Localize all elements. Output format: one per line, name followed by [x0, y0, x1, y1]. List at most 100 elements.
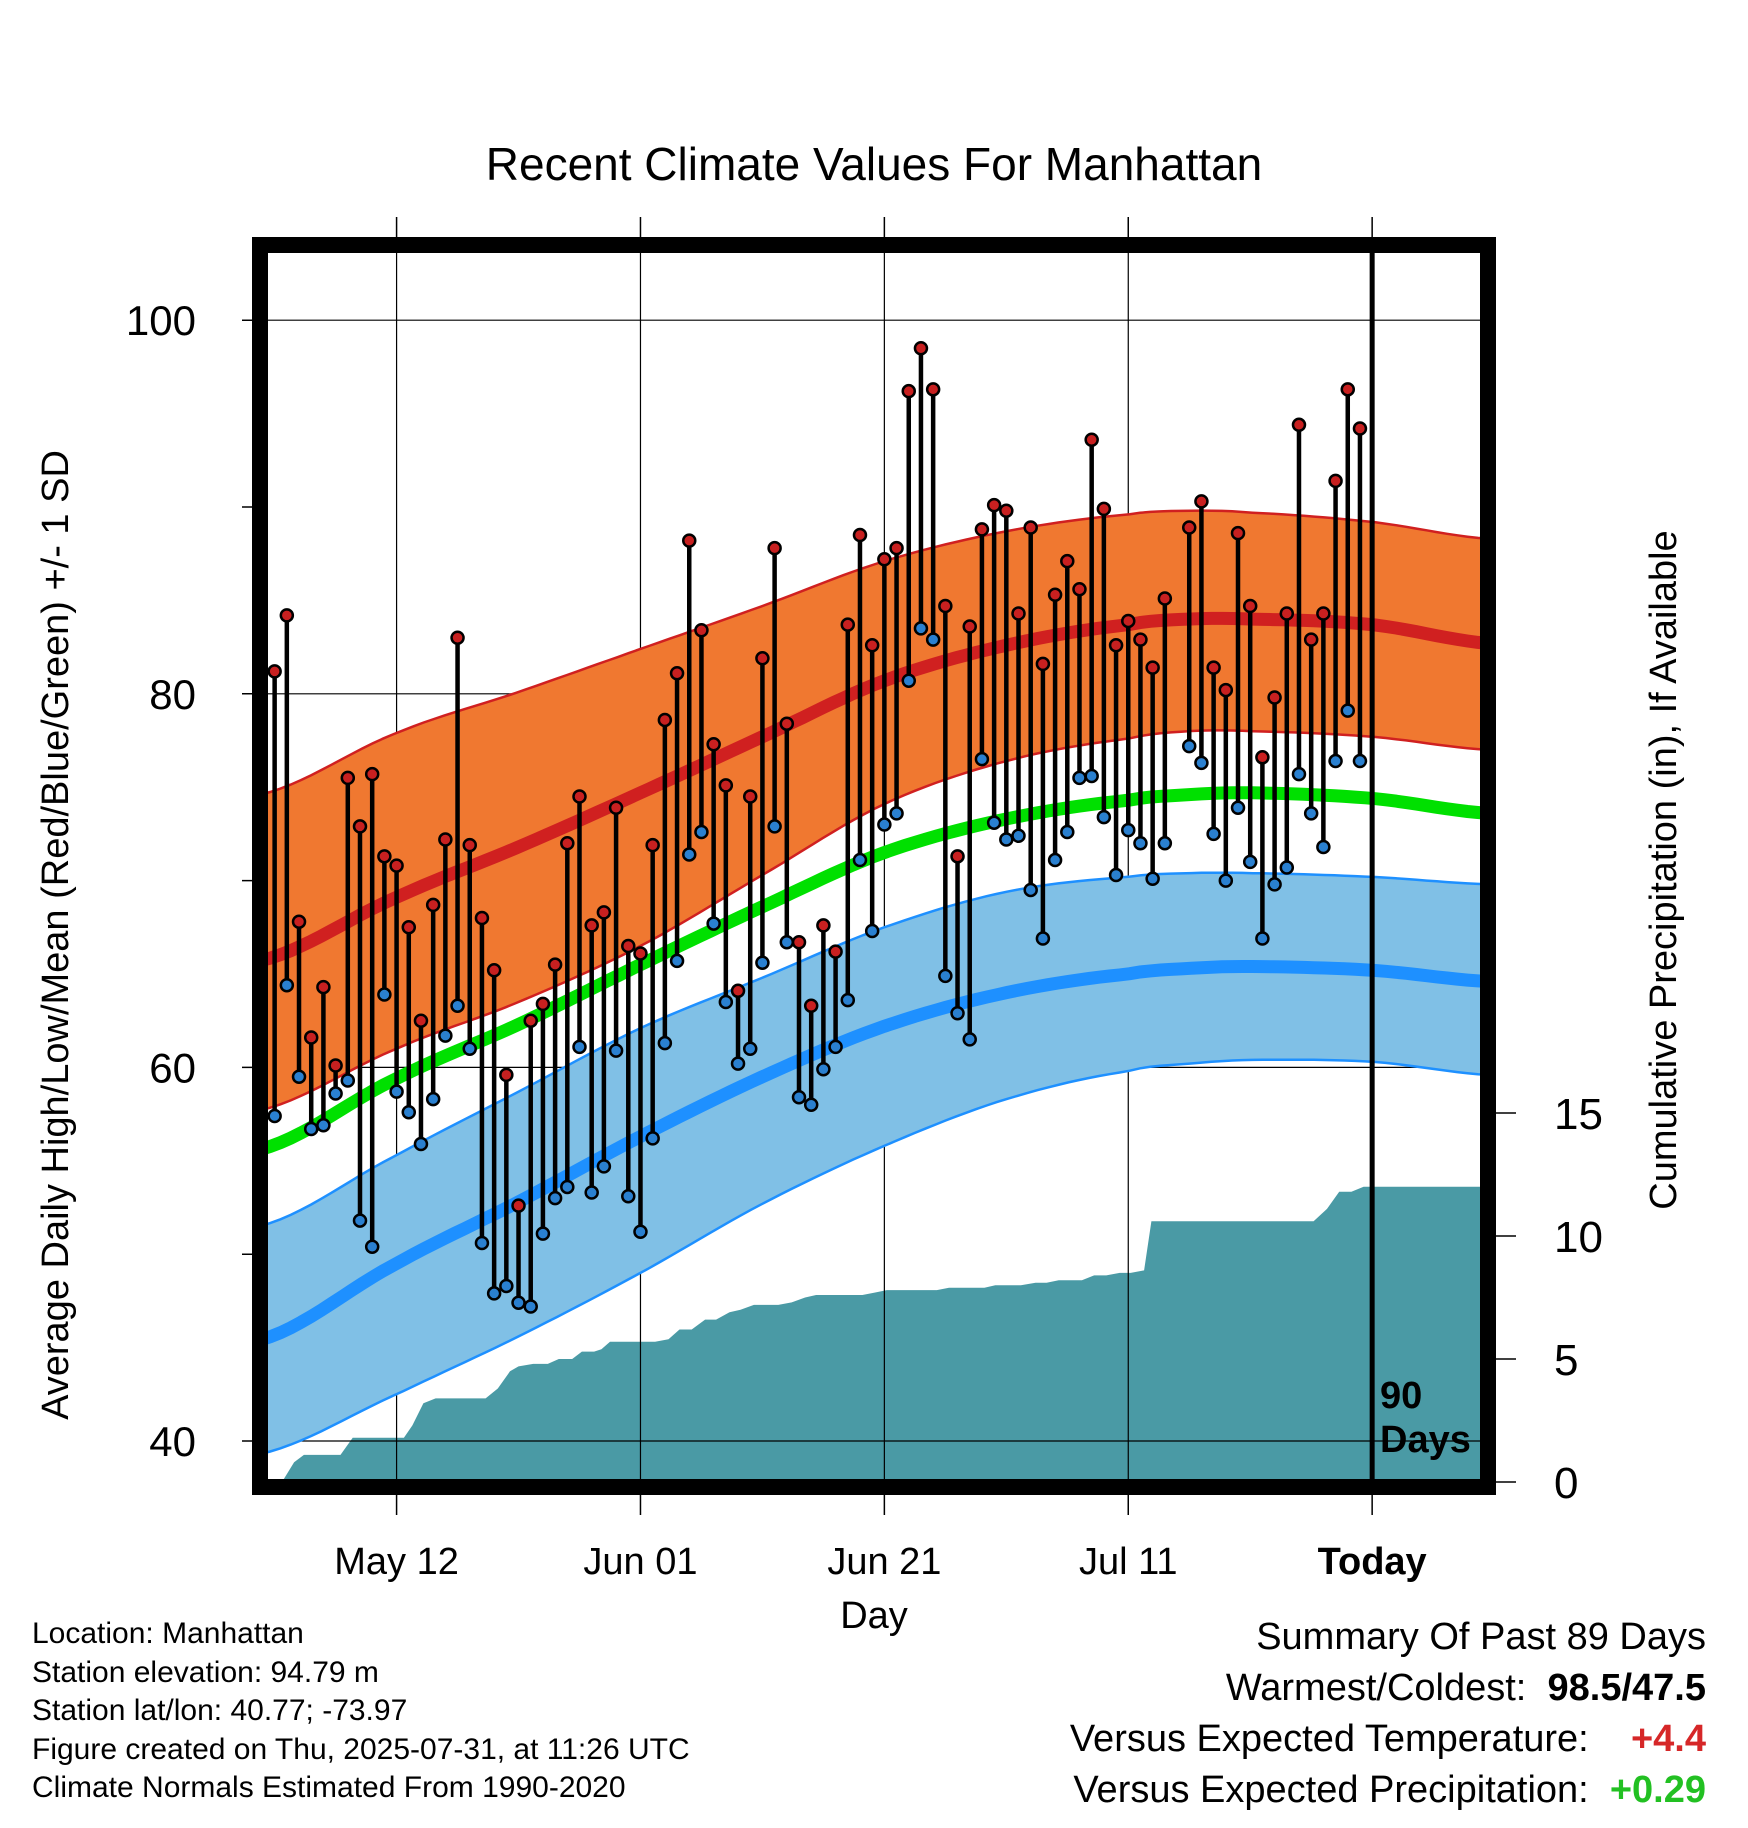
daily-high-point: [1340, 382, 1356, 397]
precip-cumulative-area: [260, 1186, 1488, 1482]
y-tick-label-left: 60: [149, 1044, 196, 1091]
daily-high-point: [328, 1058, 343, 1073]
chart-title: Recent Climate Values For Manhattan: [486, 138, 1262, 190]
daily-low-point: [596, 1159, 612, 1174]
x-tick-label: Jun 21: [827, 1541, 941, 1583]
y-tick-label-right: 10: [1554, 1213, 1603, 1262]
info-latlon: Station lat/lon: 40.77; -73.97: [32, 1694, 408, 1727]
coldest-value: 47.5: [1632, 1667, 1706, 1709]
daily-low-point: [633, 1224, 648, 1240]
daily-high-point: [1279, 606, 1295, 621]
daily-low-point: [1084, 768, 1099, 784]
daily-low-point: [1047, 852, 1063, 868]
daily-low-point: [377, 987, 392, 1002]
daily-high-point: [267, 664, 282, 679]
daily-low-point: [1060, 824, 1075, 840]
daily-high-point: [706, 736, 721, 752]
daily-low-point: [1328, 753, 1343, 769]
x-tick-label: Today: [1318, 1541, 1427, 1583]
daily-low-point: [828, 1039, 843, 1055]
summary-precip: Versus Expected Precipitation: +0.29: [1070, 1765, 1706, 1816]
y-tick-label-right: 0: [1554, 1459, 1578, 1508]
daily-low-point: [816, 1062, 831, 1077]
daily-low-point: [1267, 877, 1282, 892]
daily-high-point: [950, 849, 965, 864]
daily-low-point: [974, 751, 990, 767]
daily-high-point: [1145, 660, 1160, 675]
warm-cold-label: Warmest/Coldest:: [1225, 1667, 1527, 1709]
daily-high-point: [730, 983, 746, 999]
daily-low-point: [864, 923, 880, 939]
plot-border: [252, 237, 1496, 1495]
daily-high-point: [1291, 417, 1307, 433]
daily-high-point: [547, 957, 563, 972]
daily-low-point: [523, 1299, 538, 1314]
y-tick-label-right: 5: [1554, 1336, 1578, 1385]
daily-low-point: [742, 1041, 758, 1056]
daily-low-point: [755, 955, 770, 971]
daily-high-point: [828, 944, 843, 959]
daily-low-point: [682, 847, 697, 862]
daily-high-point: [1060, 553, 1075, 569]
daily-low-point: [413, 1136, 429, 1152]
daily-high-point: [608, 800, 624, 815]
daily-high-point: [535, 996, 551, 1012]
daily-high-point: [291, 914, 307, 929]
daily-high-point: [938, 598, 953, 614]
low-normal-line: [260, 960, 1488, 1347]
daily-low-point: [474, 1235, 490, 1251]
precip-anomaly-value: +0.29: [1609, 1769, 1706, 1811]
daily-low-point: [511, 1295, 526, 1311]
daily-low-point: [1133, 835, 1148, 851]
warmest-value: 98.5: [1547, 1667, 1622, 1709]
precipitation-area: [260, 1186, 1488, 1482]
daily-low-point: [584, 1185, 599, 1200]
daily-low-point: [1108, 867, 1124, 883]
y-tick-label-right: 15: [1554, 1090, 1603, 1139]
y-tick-label-left: 80: [149, 671, 196, 718]
daily-low-point: [547, 1190, 563, 1206]
daily-low-point: [1255, 931, 1270, 946]
daily-low-point: [669, 953, 685, 969]
daily-low-point: [364, 1239, 380, 1254]
daily-high-point: [669, 666, 685, 681]
daily-high-point: [1206, 660, 1221, 675]
daily-high-point: [645, 837, 660, 853]
daily-high-point: [450, 630, 465, 646]
daily-low-point: [706, 916, 721, 931]
daily-low-point: [1352, 753, 1368, 769]
daily-high-point: [1121, 613, 1136, 629]
daily-low-point: [1035, 931, 1051, 946]
daily-low-point: [303, 1121, 319, 1137]
daily-low-point: [1230, 800, 1246, 815]
daily-low-point: [535, 1226, 551, 1241]
daily-high-point: [511, 1198, 526, 1213]
daily-low-point: [1072, 770, 1087, 786]
y-axis-label-right: Cumulative Precipitation (in), If Availa…: [1643, 530, 1685, 1209]
daily-low-point: [267, 1108, 282, 1124]
daily-high-point: [474, 910, 490, 926]
daily-low-point: [694, 824, 709, 840]
daily-high-point: [742, 789, 758, 804]
daily-low-point: [925, 632, 941, 647]
daily-high-point: [1316, 606, 1331, 621]
daily-low-point: [1291, 766, 1307, 782]
daily-high-point: [340, 770, 356, 786]
y-axis-label-left: Average Daily High/Low/Mean (Red/Blue/Gr…: [35, 450, 77, 1420]
daily-high-point: [1267, 690, 1282, 705]
daily-low-point: [962, 1032, 977, 1047]
days-marker-label-2: Days: [1380, 1419, 1471, 1461]
daily-low-point: [401, 1104, 417, 1120]
high-sd-band-upper-edge: [260, 509, 1488, 796]
daily-low-point: [657, 1035, 673, 1051]
daily-high-point: [316, 979, 331, 995]
daily-low-point: [425, 1091, 441, 1107]
daily-high-point: [413, 1013, 429, 1028]
x-tick-label: Jul 11: [1079, 1541, 1178, 1583]
daily-high-point: [1218, 682, 1234, 698]
daily-high-point: [1242, 598, 1258, 614]
daily-low-point: [1194, 755, 1209, 771]
daily-low-point: [1303, 806, 1319, 821]
daily-high-point: [1133, 632, 1148, 647]
daily-low-point: [1279, 860, 1295, 875]
